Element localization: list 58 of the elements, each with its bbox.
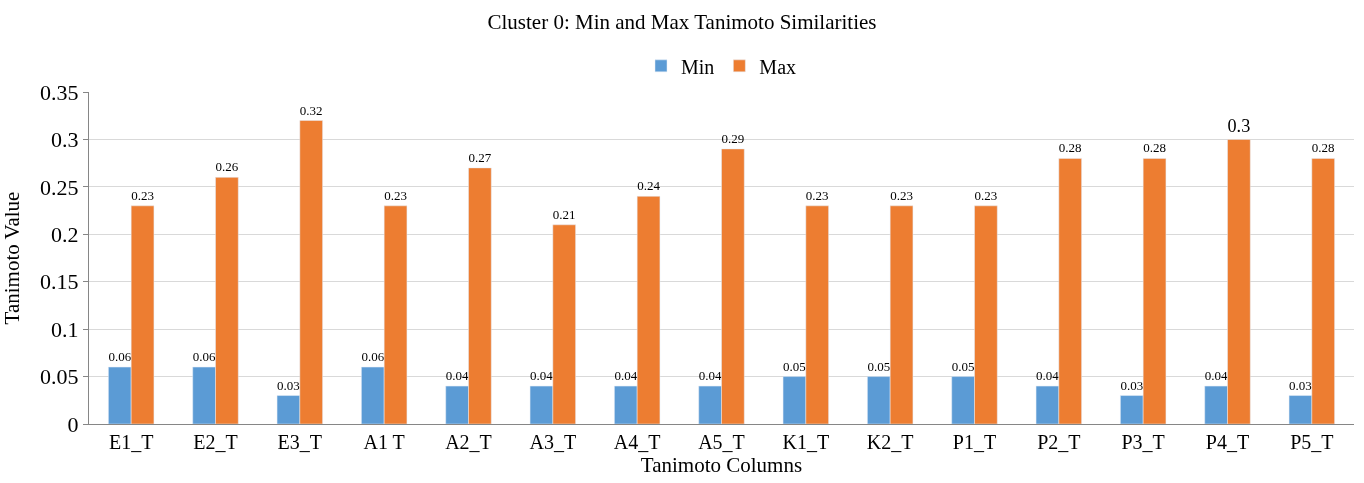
x-tick-label: K1_T [782,431,830,453]
x-tick-label: E3_T [277,431,323,453]
data-label: 0.23 [890,187,913,203]
data-label: 0.06 [361,349,385,365]
x-tick-label: A4_T [613,431,661,453]
data-label: 0.05 [783,358,806,374]
y-tick-label: 0.3 [51,127,79,153]
x-tick-label: A1 T [363,431,405,453]
data-label: 0.04 [445,368,469,384]
y-tick-label: 0.15 [40,269,79,295]
data-label: 0.04 [530,368,554,384]
x-tick-label: A3_T [529,431,577,453]
data-label: 0.32 [299,102,323,118]
data-label: 0.28 [1143,140,1166,156]
x-axis-title: Tanimoto Columns [640,453,803,478]
data-label: 0.27 [468,149,492,165]
x-tick-label: P4_T [1205,431,1250,453]
data-label: 0.03 [1120,377,1144,393]
x-tick-label: E2_T [193,431,238,453]
x-tick-label: P1_T [952,431,997,453]
data-label: 0.04 [1036,368,1060,384]
x-tick-label: K2_T [866,431,914,453]
data-label: 0.03 [1289,377,1312,393]
x-tick-label: A5_T [698,431,745,453]
data-label: 0.23 [974,187,998,203]
y-tick-label: 0.2 [51,221,79,247]
x-tick-label: E1_T [108,431,154,453]
y-tick-label: 0.35 [40,79,79,105]
chart-title: Cluster 0: Min and Max Tanimoto Similarities [487,10,877,35]
x-tick-label: A2_T [445,431,492,453]
y-tick-label: 0 [67,411,79,437]
x-tick-label: P2_T [1037,431,1081,453]
data-label: 0.05 [867,358,891,374]
data-label: 0.04 [1204,368,1228,384]
data-label: 0.28 [1058,140,1082,156]
data-label: 0.24 [637,178,661,194]
y-tick-label: 0.25 [40,174,79,200]
y-tick-label: 0.05 [40,364,79,390]
data-label: 0.03 [277,377,300,393]
data-label: 0.06 [108,349,132,365]
data-label: 0.04 [698,368,722,384]
data-label: 0.29 [721,130,745,146]
data-label: 0.04 [614,368,638,384]
data-label: 0.23 [384,187,407,203]
y-axis-title: Tanimoto Value [0,191,24,325]
data-label: 0.3 [1227,116,1251,137]
data-label: 0.23 [131,187,154,203]
data-label: 0.26 [215,159,239,175]
x-tick-label: P5_T [1290,431,1334,453]
data-label: 0.21 [552,206,576,222]
data-label: 0.28 [1311,140,1335,156]
y-tick-label: 0.1 [51,316,79,342]
legend-label: Min [681,55,715,78]
data-label: 0.23 [805,187,829,203]
x-tick-label: P3_T [1121,431,1165,453]
data-label: 0.06 [192,349,216,365]
legend-label: Max [759,55,797,78]
data-label: 0.05 [951,358,975,374]
